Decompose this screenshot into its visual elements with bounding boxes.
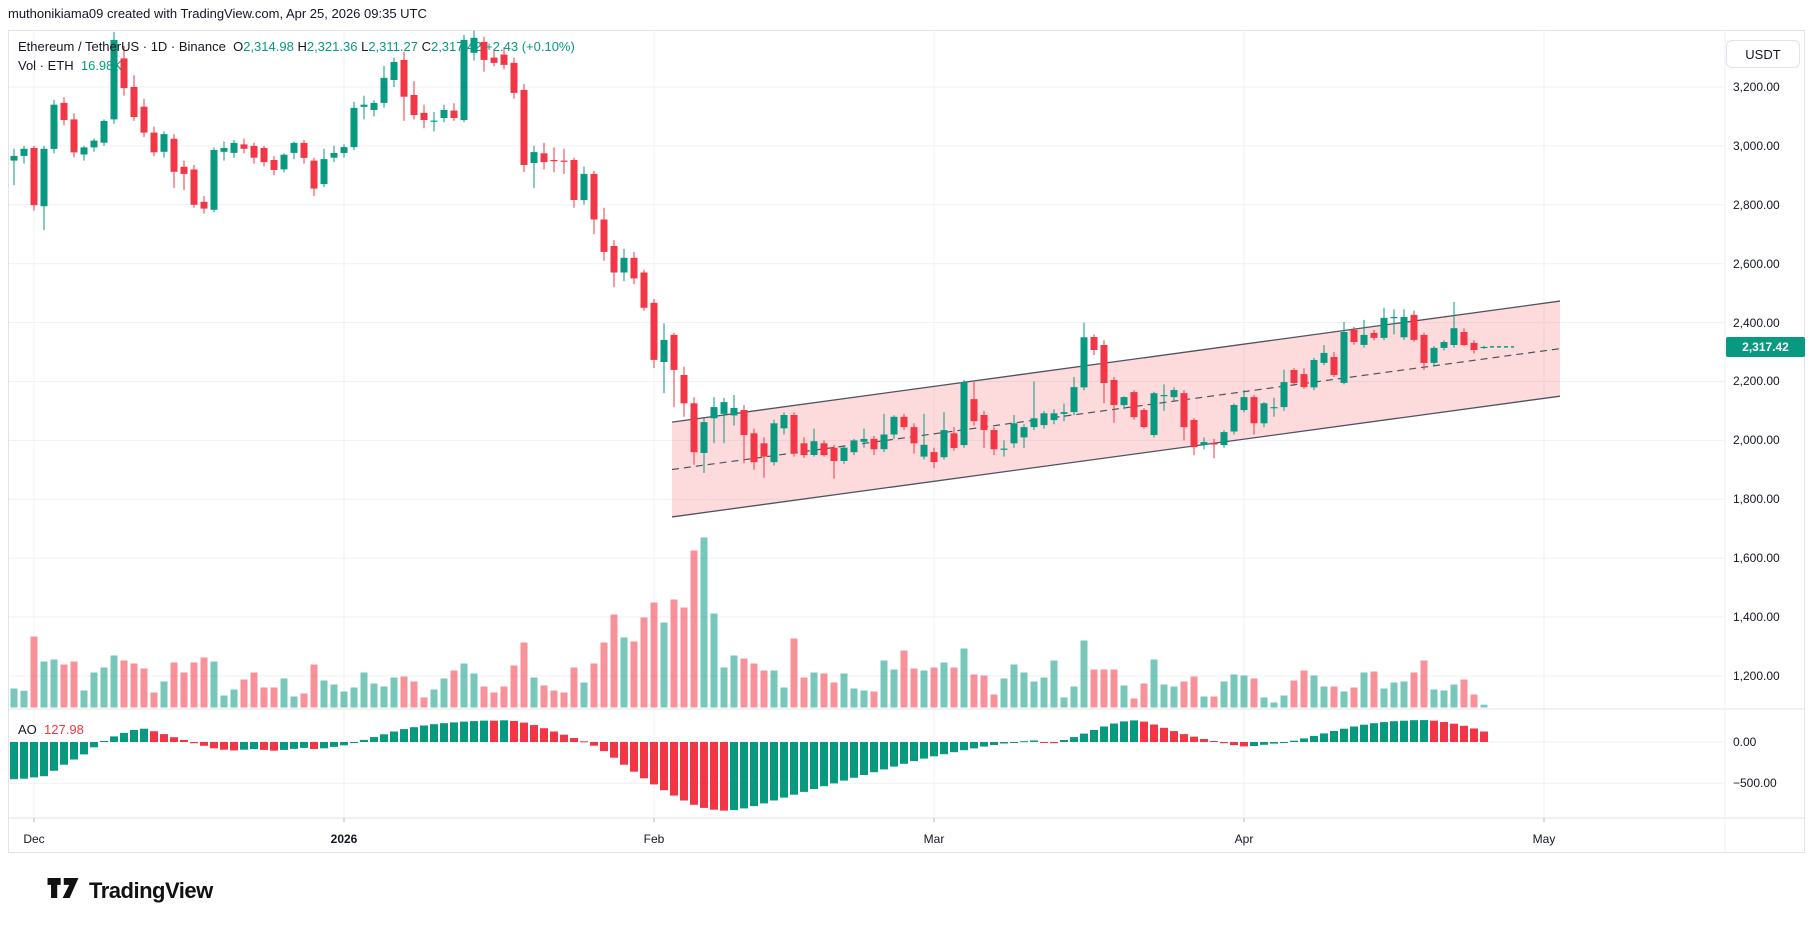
ao-series bbox=[10, 720, 1488, 811]
volume-series bbox=[10, 537, 1488, 708]
time-tick-label-apr: Apr bbox=[1234, 832, 1254, 846]
price-tick-label: 1,400.00 bbox=[1733, 610, 1780, 625]
last-price-badge: 2,317.42 bbox=[1726, 336, 1805, 357]
price-tick-label: 2,000.00 bbox=[1733, 433, 1780, 448]
price-tick-label: 2,600.00 bbox=[1733, 256, 1780, 271]
ao-label: AO bbox=[18, 722, 37, 737]
high-label: H bbox=[297, 39, 307, 54]
volume-legend[interactable]: Vol · ETH 16.98K bbox=[18, 58, 122, 73]
time-tick-label-feb: Feb bbox=[643, 832, 665, 846]
time-tick-label-may: May bbox=[1532, 832, 1556, 846]
change-value: +2.43 (+0.10%) bbox=[485, 39, 575, 54]
low-label: L bbox=[361, 39, 369, 54]
time-tick-label-2026: 2026 bbox=[330, 832, 358, 846]
price-tick-label: 2,200.00 bbox=[1733, 374, 1780, 389]
price-tick-label: 1,600.00 bbox=[1733, 551, 1780, 566]
ao-legend[interactable]: AO 127.98 bbox=[18, 722, 84, 737]
open-label: O bbox=[233, 39, 244, 54]
symbol-legend[interactable]: Ethereum / TetherUS · 1D · Binance O2,31… bbox=[18, 39, 575, 54]
volume-label: Vol · ETH bbox=[18, 58, 74, 73]
ao-value: 127.98 bbox=[44, 722, 84, 737]
price-tick-label: 3,200.00 bbox=[1733, 80, 1780, 94]
close-value: 2,317.42 bbox=[430, 39, 482, 54]
time-tick-label-mar: Mar bbox=[923, 832, 945, 846]
price-tick-label: 2,800.00 bbox=[1733, 197, 1780, 212]
volume-value: 16.98K bbox=[80, 58, 123, 73]
attribution-text: muthonikiama09 created with TradingView.… bbox=[8, 6, 427, 21]
price-tick-label: 2,400.00 bbox=[1733, 315, 1780, 330]
price-tick-label: 3,000.00 bbox=[1733, 138, 1780, 153]
tradingview-logo-icon bbox=[46, 876, 80, 905]
currency-toggle-button[interactable]: USDT bbox=[1726, 40, 1800, 68]
close-label: C bbox=[421, 39, 431, 54]
candlestick-series bbox=[10, 30, 1514, 479]
parallel-channel-drawing[interactable] bbox=[671, 300, 1561, 518]
price-tick-label: 1,800.00 bbox=[1733, 492, 1780, 507]
tradingview-logo[interactable]: TradingView bbox=[46, 876, 213, 905]
high-value: 2,321.36 bbox=[306, 39, 358, 54]
chart-widget bbox=[8, 30, 1805, 853]
symbol-title: Ethereum / TetherUS · 1D · Binance bbox=[18, 39, 226, 54]
open-value: 2,314.98 bbox=[243, 39, 294, 54]
ao-tick-label: 0.00 bbox=[1733, 735, 1757, 749]
ao-tick-label: −500.00 bbox=[1733, 776, 1777, 791]
low-value: 2,311.27 bbox=[368, 39, 418, 54]
time-tick-label-dec: Dec bbox=[23, 832, 45, 846]
price-tick-label: 1,200.00 bbox=[1733, 668, 1780, 683]
tradingview-logo-text: TradingView bbox=[89, 877, 213, 903]
